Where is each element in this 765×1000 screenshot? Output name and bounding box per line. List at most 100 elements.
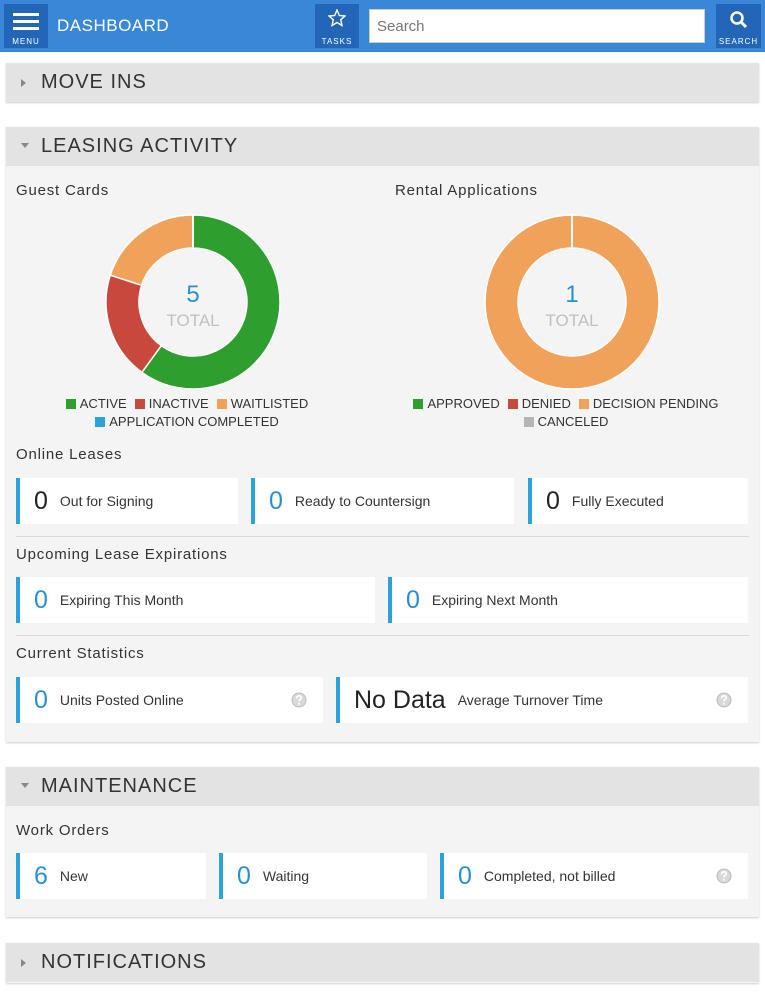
search-icon (730, 11, 748, 29)
stat-value: 0 (34, 486, 48, 515)
legend-item: ACTIVE (65, 396, 127, 411)
stat-value: 0 (546, 486, 560, 515)
help-icon[interactable] (716, 868, 732, 884)
legend-label: INACTIVE (148, 396, 209, 411)
legend-item: APPROVED (413, 396, 500, 411)
section-header[interactable]: MAINTENANCE (6, 767, 759, 806)
stat-value: 0 (237, 861, 251, 890)
legend-item: CANCELED (523, 414, 609, 429)
search-label: SEARCH (718, 37, 759, 46)
menu-button[interactable]: MENU (4, 4, 48, 48)
legend-label: DECISION PENDING (592, 396, 719, 411)
legend-label: CANCELED (537, 414, 609, 429)
legend-label: APPROVED (427, 396, 500, 411)
stat-card: 0 Waiting (219, 853, 427, 899)
legend-marker (65, 398, 76, 409)
menu-icon (13, 13, 39, 30)
search-button[interactable]: SEARCH (716, 4, 761, 48)
help-icon[interactable] (291, 692, 307, 708)
donut-total-label: TOTAL (545, 311, 598, 330)
stat-label: Out for Signing (59, 493, 154, 509)
stat-card: 0 Units Posted Online (16, 677, 323, 723)
stat-label: Units Posted Online (59, 692, 184, 708)
legend-marker (507, 398, 518, 409)
legend: ACTIVE INACTIVE WAITLISTED APPLICATION COMP… (56, 396, 318, 429)
menu-label: MENU (12, 37, 40, 46)
section-header[interactable]: NOTIFICATIONS (6, 943, 759, 982)
legend-marker (134, 398, 145, 409)
legend-item: APPLICATION COMPLETED (95, 414, 279, 429)
stat-card: 0 Expiring This Month (16, 577, 375, 623)
leasing-section: LEASING ACTIVITY (6, 127, 759, 742)
divider (16, 536, 749, 537)
move-ins-section: MOVE INS (6, 63, 759, 102)
stat-card: 0 Completed, not billed (440, 853, 748, 899)
stat-value: 0 (34, 685, 48, 714)
subsection-title: Guest Cards (16, 182, 109, 199)
legend-item: INACTIVE (134, 396, 209, 411)
stat-value: 0 (406, 585, 420, 614)
legend-marker (216, 398, 227, 409)
stat-card: 0 Ready to Countersign (251, 478, 514, 524)
donut-segment (105, 274, 163, 374)
stat-label: Expiring This Month (59, 592, 184, 608)
stat-card: 0 Out for Signing (16, 478, 238, 524)
section-title: MOVE INS (41, 71, 147, 93)
stat-card: No Data Average Turnover Time (336, 677, 748, 723)
donut-segment (109, 214, 194, 287)
subsection-title: Online Leases (16, 446, 123, 463)
stat-value: No Data (354, 685, 446, 714)
donut-segment (140, 214, 281, 390)
stat-card: 6 New (16, 853, 206, 899)
donut-total-label: TOTAL (166, 311, 219, 330)
expand-icon (21, 783, 29, 788)
stat-value: 0 (269, 486, 283, 515)
section-title: MAINTENANCE (41, 775, 198, 797)
stat-label: Average Turnover Time (457, 692, 603, 708)
top-bar: MENU DASHBOARD TASKS SEARCH (0, 0, 765, 52)
help (716, 868, 732, 889)
stat-label: Waiting (262, 868, 310, 884)
notifications-section: NOTIFICATIONS (6, 943, 759, 983)
stat-card: 0 Expiring Next Month (388, 577, 748, 623)
section-title: LEASING ACTIVITY (41, 135, 239, 157)
section-header[interactable]: MOVE INS (6, 63, 759, 102)
stat-label: Fully Executed (571, 493, 664, 509)
section-title: NOTIFICATIONS (41, 951, 207, 973)
legend-marker (413, 398, 424, 409)
star-icon (328, 9, 346, 27)
donut-segment (484, 214, 660, 390)
donut-total: 1 (565, 281, 578, 308)
legend-label: APPLICATION COMPLETED (109, 414, 279, 429)
stat-label: Completed, not billed (483, 868, 616, 884)
donut-charts: 5 TOTAL 1 TOTAL (105, 214, 660, 390)
stat-value: 6 (34, 861, 48, 890)
search-input[interactable] (369, 9, 705, 43)
stat-value: 0 (458, 861, 472, 890)
app-title: DASHBOARD (57, 16, 170, 35)
legend-label: ACTIVE (79, 396, 127, 411)
tasks-label: TASKS (321, 37, 353, 46)
stat-label: New (59, 868, 88, 884)
donut-total: 5 (186, 281, 199, 308)
legend: APPROVED DENIED DECISION PENDING CANCELED (405, 396, 727, 429)
divider (16, 635, 749, 636)
help-icon[interactable] (716, 692, 732, 708)
legend-marker (95, 416, 106, 427)
legend-marker (523, 416, 534, 427)
stat-card: 0 Fully Executed (528, 478, 748, 524)
legend-label: WAITLISTED (230, 396, 309, 411)
stat-value: 0 (34, 585, 48, 614)
expand-icon (21, 143, 29, 148)
legend-item: DENIED (507, 396, 571, 411)
stat-label: Expiring Next Month (431, 592, 558, 608)
legend-label: DENIED (521, 396, 571, 411)
tasks-button[interactable]: TASKS (315, 4, 359, 48)
subsection-title: Current Statistics (16, 645, 145, 662)
collapse-icon (21, 959, 26, 967)
legend-item: WAITLISTED (216, 396, 309, 411)
subsection-title: Rental Applications (395, 182, 538, 199)
section-header[interactable]: LEASING ACTIVITY (6, 127, 759, 166)
help (291, 692, 307, 713)
